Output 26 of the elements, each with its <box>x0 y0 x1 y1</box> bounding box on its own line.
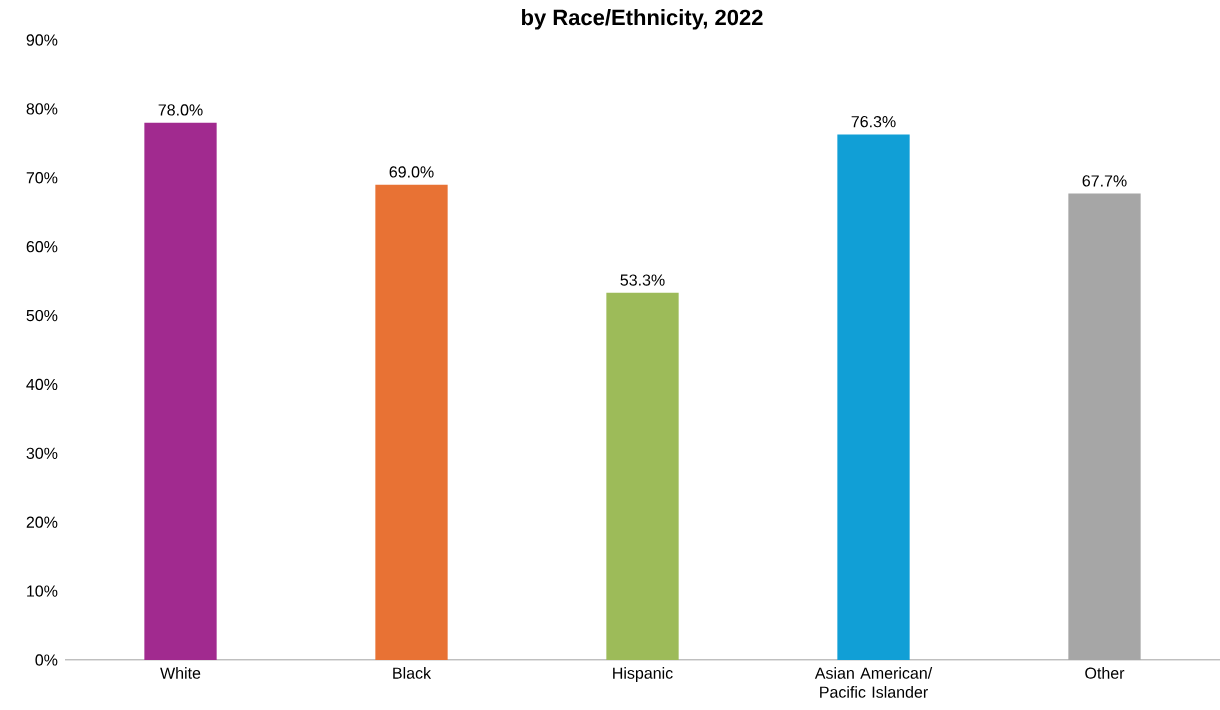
data-label: 53.3% <box>620 274 665 286</box>
bar <box>1068 193 1141 660</box>
x-tick-label: Other <box>1085 667 1125 679</box>
bar <box>837 134 910 660</box>
y-tick-label: 80% <box>26 103 58 115</box>
bar <box>606 292 679 660</box>
data-label: 78.0% <box>158 104 203 116</box>
y-tick-label: 0% <box>35 654 58 666</box>
y-tick-label: 10% <box>27 585 58 597</box>
y-tick-label: 20% <box>26 516 58 528</box>
y-tick-label: 90% <box>26 34 58 46</box>
x-tick-label: White <box>160 667 201 679</box>
y-tick-label: 50% <box>26 309 58 322</box>
data-label: 69.0% <box>389 166 434 178</box>
y-tick-label: 30% <box>26 447 58 459</box>
x-tick-label: Black <box>393 667 432 679</box>
bar <box>375 184 448 660</box>
chart-title: by Race/Ethnicity, 2022 <box>521 9 763 30</box>
data-label: 76.3% <box>851 115 896 128</box>
bar <box>144 122 217 660</box>
data-label: 67.7% <box>1082 175 1127 187</box>
y-tick-label: 60% <box>26 241 58 253</box>
y-tick-label: 40% <box>26 378 58 391</box>
x-tick-label: Hispanic <box>613 667 673 682</box>
y-tick-label: 70% <box>26 172 58 184</box>
x-tick-label: Asian American/ Pacific Islander <box>814 667 933 698</box>
